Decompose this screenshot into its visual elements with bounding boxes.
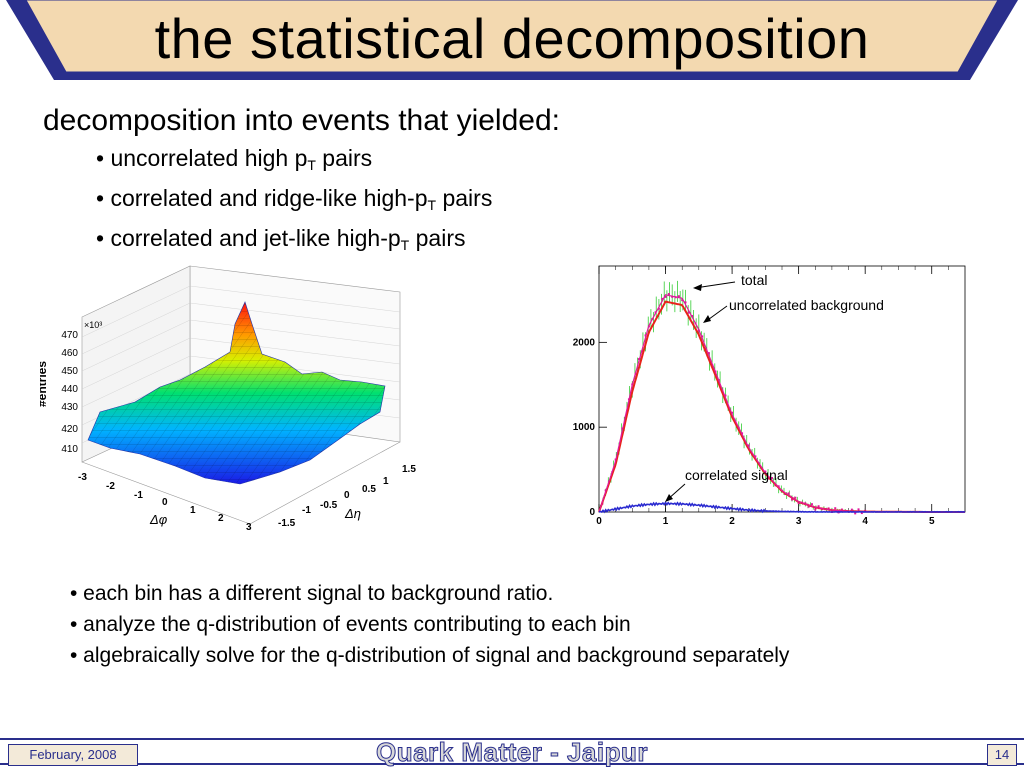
- bullet-ridge-like: • correlated and ridge-like high-pT pair…: [96, 185, 493, 213]
- x-tick: -3: [78, 472, 87, 483]
- total-point: [747, 444, 750, 447]
- z-tick: 450: [61, 366, 78, 377]
- surface-plot: #entries ×10³ 470 460 450 440 430 420 41…: [40, 265, 416, 533]
- z-tick: 470: [61, 330, 78, 341]
- z-tick: 460: [61, 348, 78, 359]
- total-point: [764, 470, 767, 473]
- total-point: [854, 512, 857, 515]
- total-point: [771, 477, 774, 480]
- y-tick: 0.5: [362, 484, 376, 495]
- y-tick: 0: [344, 490, 350, 501]
- title-banner: [6, 0, 1018, 80]
- z-axis-label: #entries: [40, 361, 49, 407]
- total-point: [657, 307, 660, 310]
- total-point: [707, 352, 710, 355]
- slide-title: the statistical decomposition: [154, 7, 870, 70]
- z-exponent: ×10³: [84, 320, 102, 330]
- bullets-top: • uncorrelated high pT pairs • correlate…: [96, 143, 492, 263]
- total-point: [827, 507, 830, 510]
- bullet-uncorrelated: • uncorrelated high pT pairs: [96, 145, 373, 173]
- banner-fill: [25, 0, 999, 73]
- total-point: [860, 512, 863, 515]
- total-point: [687, 311, 690, 314]
- x-tick-label: 5: [929, 516, 935, 524]
- footer-date: February, 2008: [8, 744, 138, 766]
- y-ticks: -1.5 -1 -0.5 0 0.5 1 1.5: [278, 464, 416, 529]
- total-point: [797, 502, 800, 505]
- x-tick: 0: [162, 497, 168, 508]
- total-point: [731, 411, 734, 414]
- x-axis-label: Δφ: [149, 512, 168, 527]
- z-tick: 410: [61, 444, 78, 455]
- total-point: [677, 295, 680, 298]
- x-tick-label: 4: [862, 516, 868, 524]
- z-tick: 420: [61, 424, 78, 435]
- total-point: [834, 507, 837, 510]
- x-tick: 3: [246, 522, 252, 533]
- footer-rule-bottom: [0, 763, 1024, 765]
- page-number: 14: [987, 744, 1017, 766]
- total-point: [810, 503, 813, 506]
- arrow-total: [694, 281, 736, 289]
- x-ticks: -3 -2 -1 0 1 2 3: [78, 472, 252, 533]
- y-tick: -1: [302, 505, 311, 516]
- total-point: [684, 301, 687, 304]
- y-axis-label: Δη: [344, 506, 361, 521]
- surface-mesh-lines: [88, 302, 385, 484]
- q-distribution-histogram: 0 1 2 3 4 5 0 1000 2000 total uncorrelated backg…: [573, 265, 966, 524]
- total-point: [807, 505, 810, 508]
- plot-frame: [598, 265, 966, 513]
- label-correlated: correlated signal: [685, 467, 788, 483]
- footer-conference: Quark Matter - Jaipur: [375, 737, 648, 768]
- z-ticks: 470 460 450 440 430 420 410: [61, 330, 78, 455]
- footer-rule-top: [0, 738, 1024, 740]
- y-tick: -0.5: [320, 500, 338, 511]
- bullet-solve: • algebraically solve for the q-distribu…: [70, 644, 790, 667]
- total-point: [667, 293, 670, 296]
- x-tick-label: 0: [596, 516, 602, 524]
- y-tick: -1.5: [278, 518, 296, 529]
- total-point: [850, 508, 853, 511]
- total-point: [817, 505, 820, 508]
- total-point: [681, 299, 684, 302]
- intro-text: decomposition into events that yielded:: [43, 104, 560, 137]
- total-point: [661, 297, 664, 300]
- x-tick-label: 3: [796, 516, 802, 524]
- series-line-2: [598, 501, 966, 514]
- x-tick: -2: [106, 481, 115, 492]
- arrow-total-head: [693, 284, 702, 291]
- bullet-jet-like: • correlated and jet-like high-pT pairs: [96, 225, 466, 253]
- bullets-bottom: • each bin has a different signal to bac…: [70, 580, 789, 673]
- total-point: [754, 455, 757, 458]
- z-tick: 440: [61, 384, 78, 395]
- arrow-uncorrelated-head: [703, 315, 711, 323]
- total-point: [794, 496, 797, 499]
- x-tick-label: 2: [729, 516, 735, 524]
- total-point: [857, 508, 860, 511]
- label-total: total: [741, 272, 767, 288]
- total-point: [787, 492, 790, 495]
- total-point: [790, 498, 793, 501]
- total-point: [664, 295, 667, 298]
- label-uncorrelated: uncorrelated background: [729, 297, 884, 313]
- total-point: [724, 394, 727, 397]
- total-point: [701, 335, 704, 338]
- x-tick: 1: [190, 505, 196, 516]
- total-point: [814, 508, 817, 511]
- y-tick-label: 1000: [573, 422, 596, 433]
- y-tick-label: 0: [589, 507, 595, 518]
- z-tick: 430: [61, 402, 78, 413]
- arrow-correlated-head: [665, 494, 673, 502]
- x-tick-label: 1: [663, 516, 669, 524]
- x-tick: 2: [218, 513, 224, 524]
- bullet-bin-ratio: • each bin has a different signal to bac…: [70, 582, 554, 605]
- y-tick: 1.5: [402, 464, 416, 475]
- y-tick-label: 2000: [573, 337, 596, 348]
- total-point: [840, 508, 843, 511]
- x-tick: -1: [134, 490, 143, 501]
- y-tick: 1: [383, 476, 389, 487]
- bullet-analyze-q: • analyze the q-distribution of events c…: [70, 613, 631, 636]
